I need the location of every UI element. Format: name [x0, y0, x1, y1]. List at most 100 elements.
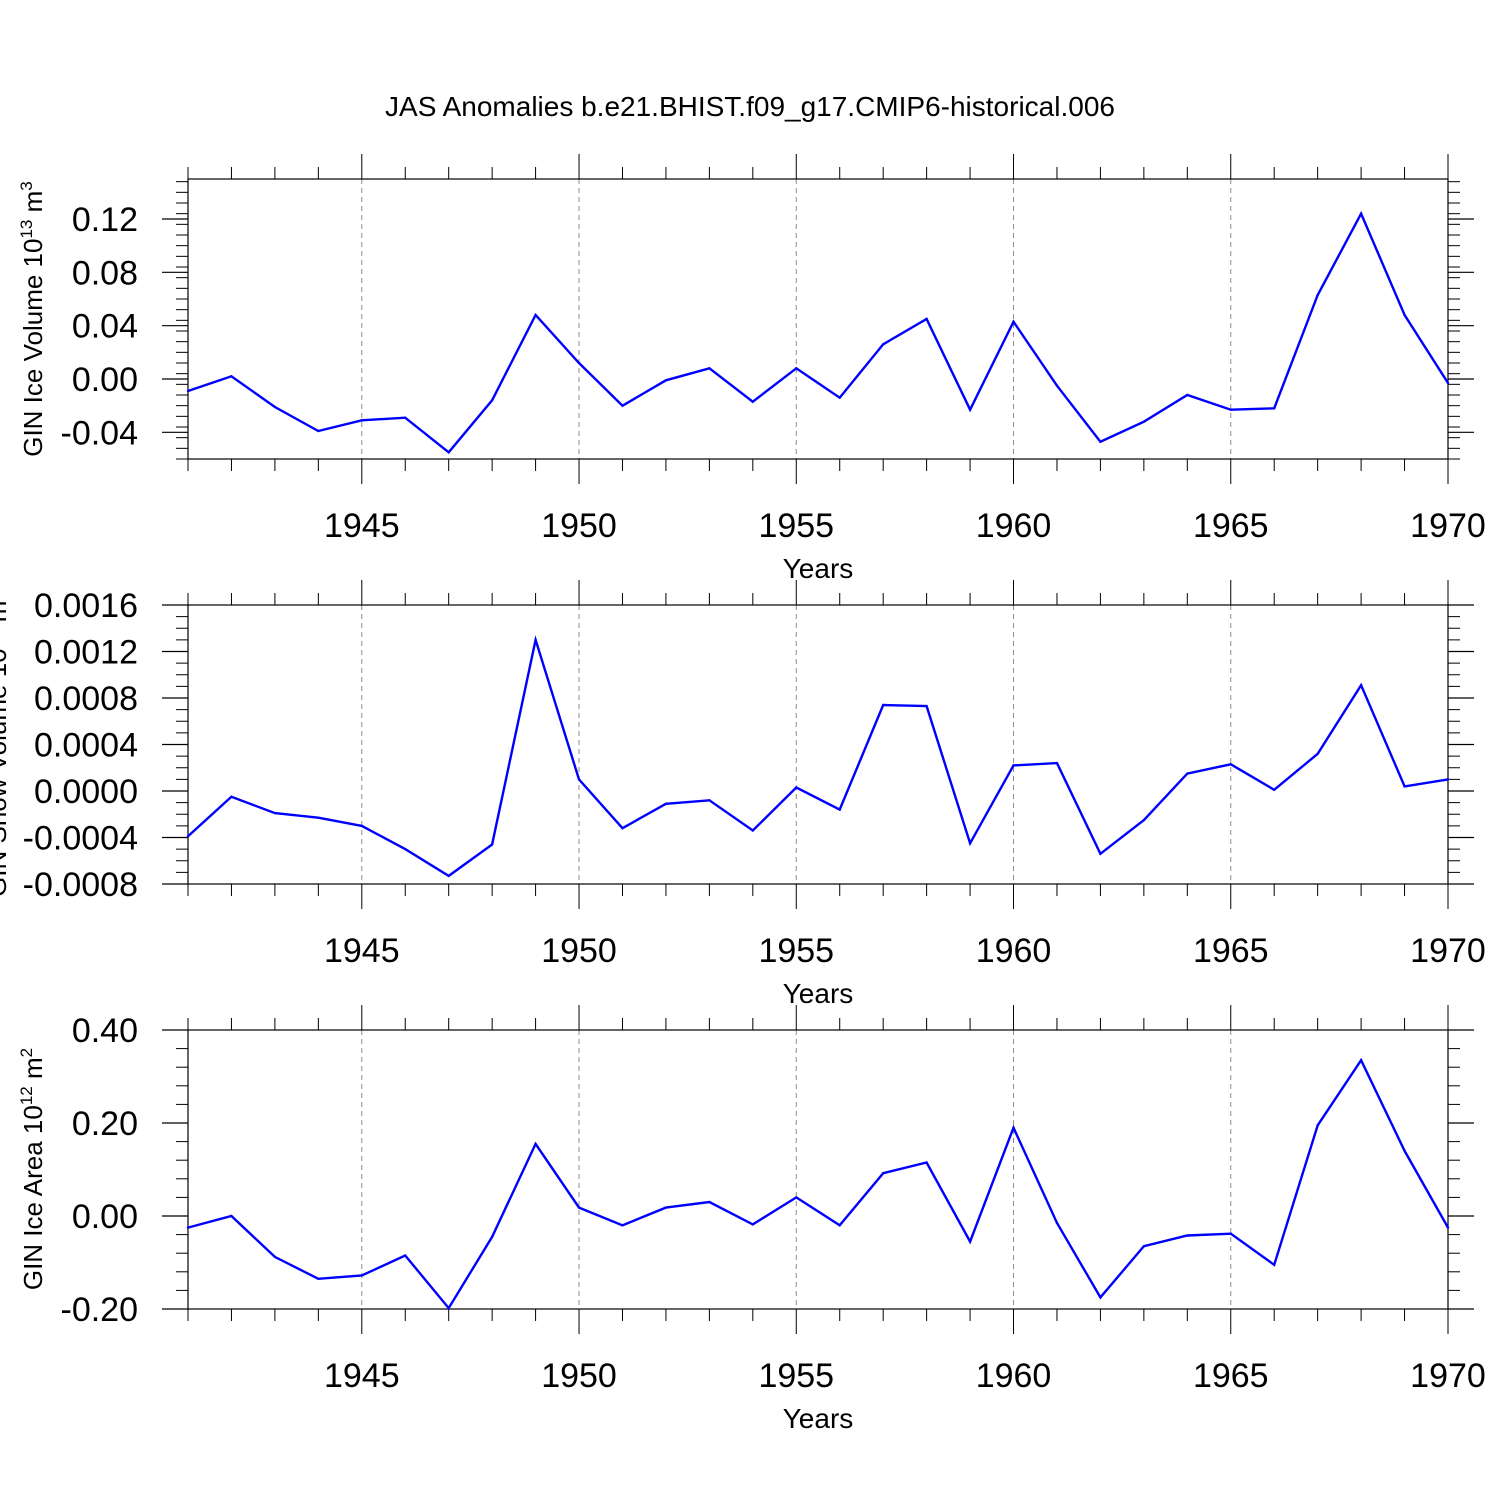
xtick-label-1965: 1965 [1193, 1357, 1269, 1395]
data-point-1969 [1403, 1149, 1406, 1153]
data-point-1944 [317, 429, 320, 433]
data-point-1962 [1099, 1296, 1102, 1299]
xlabel-years: Years [783, 1403, 854, 1434]
data-point-1956 [838, 808, 841, 811]
ytick-label: 0.0012 [34, 634, 138, 672]
data-point-1949 [534, 313, 537, 317]
data-point-1970 [1446, 778, 1450, 781]
data-point-1970 [1446, 381, 1450, 385]
data-point-1950 [577, 778, 581, 781]
plot-frame [187, 178, 1449, 460]
panel-snow-volume: GIN Snow Volume 1013 m3 Years 1945 1950 19… [0, 580, 1486, 1009]
data-point-1948 [490, 1235, 494, 1239]
ylabel-snow-volume: GIN Snow Volume 1013 m3 [0, 591, 12, 897]
xtick-label-1955: 1955 [758, 507, 834, 545]
data-point-1948 [490, 843, 494, 846]
xtick-label-1960: 1960 [976, 932, 1052, 970]
ytick-label: -0.0008 [23, 866, 138, 904]
ytick-label: -0.0004 [23, 820, 138, 858]
data-point-1941 [186, 389, 190, 393]
ylabel-unit-exponent: 3 [17, 181, 36, 190]
data-point-1960 [1012, 764, 1015, 767]
data-point-1969 [1403, 313, 1406, 317]
data-point-1967 [1316, 752, 1319, 755]
data-point-1963 [1142, 818, 1146, 822]
data-point-1945 [360, 824, 363, 828]
data-point-1950 [577, 361, 581, 365]
data-point-1945 [360, 419, 363, 422]
data-point-1960 [1012, 320, 1015, 323]
xtick-label-1950: 1950 [541, 1357, 617, 1395]
data-point-1946 [404, 1254, 407, 1257]
data-point-1942 [230, 795, 233, 799]
data-point-1943 [273, 1255, 277, 1259]
ytick-label: 0.40 [72, 1012, 138, 1050]
ylabel-main: GIN Ice Area 10 [18, 1105, 48, 1290]
ytick-label: 0.00 [72, 1198, 138, 1236]
xtick-label-1955: 1955 [758, 932, 834, 970]
xtick-label-1965: 1965 [1193, 507, 1269, 545]
xlabel-years: Years [783, 978, 854, 1009]
data-point-1957 [881, 703, 885, 707]
data-point-1941 [186, 835, 190, 838]
ytick-label: 0.0008 [34, 680, 138, 718]
data-point-1958 [925, 317, 928, 321]
data-point-1944 [317, 816, 320, 819]
data-point-1944 [317, 1277, 320, 1280]
data-point-1953 [708, 367, 711, 370]
data-point-1964 [1186, 1234, 1189, 1237]
data-point-1961 [1055, 1221, 1059, 1225]
data-point-1950 [577, 1206, 581, 1209]
data-point-1955 [795, 367, 798, 370]
ylabel-unit: m [18, 191, 48, 213]
xtick-label-1945: 1945 [324, 1357, 400, 1395]
data-point-1963 [1142, 420, 1146, 423]
xtick-label-1960: 1960 [976, 507, 1052, 545]
data-point-1951 [621, 1224, 624, 1227]
ytick-label: -0.04 [61, 414, 139, 452]
ylabel-ice-area: GIN Ice Area 1012 m2 [17, 1048, 48, 1290]
ytick-label: 0.20 [72, 1105, 138, 1143]
data-point-1968 [1359, 212, 1363, 215]
data-point-1956 [838, 396, 841, 399]
data-point-1958 [925, 1161, 928, 1164]
ylabel-unit: m [18, 1057, 48, 1079]
data-point-1955 [795, 1196, 798, 1199]
xtick-label-1965: 1965 [1193, 932, 1269, 970]
ytick-label: 0.0000 [34, 773, 138, 811]
data-point-1961 [1055, 761, 1059, 765]
series-line [187, 635, 1449, 878]
data-point-1952 [664, 379, 668, 382]
ytick-label: 0.0004 [34, 727, 138, 765]
data-point-1949 [534, 638, 537, 642]
data-point-1951 [621, 404, 624, 407]
xtick-label-1970: 1970 [1410, 507, 1486, 545]
data-point-1959 [968, 1240, 972, 1243]
data-point-1959 [968, 408, 972, 411]
ylabel-main: GIN Ice Volume 10 [18, 239, 48, 457]
data-point-1954 [751, 400, 755, 403]
data-point-1941 [186, 1226, 190, 1229]
data-point-1943 [273, 405, 277, 409]
data-point-1962 [1099, 440, 1102, 443]
data-point-1947 [447, 874, 450, 878]
data-point-1947 [447, 1306, 450, 1310]
ylabel-exponent: 12 [17, 1086, 36, 1105]
xlabel-years: Years [783, 553, 854, 584]
data-point-1953 [708, 1200, 711, 1204]
data-point-1958 [925, 704, 928, 708]
data-point-1952 [664, 802, 668, 805]
data-point-1961 [1055, 384, 1059, 387]
data-point-1968 [1359, 1059, 1363, 1062]
data-point-1965 [1229, 1232, 1232, 1235]
xtick-label-1960: 1960 [976, 1357, 1052, 1395]
data-point-1965 [1229, 408, 1232, 411]
xtick-label-1950: 1950 [541, 507, 617, 545]
data-point-1946 [404, 847, 407, 851]
xtick-label-1950: 1950 [541, 932, 617, 970]
data-point-1960 [1012, 1126, 1015, 1129]
data-point-1965 [1229, 763, 1232, 766]
data-point-1970 [1446, 1226, 1450, 1229]
xtick-label-1970: 1970 [1410, 1357, 1486, 1395]
